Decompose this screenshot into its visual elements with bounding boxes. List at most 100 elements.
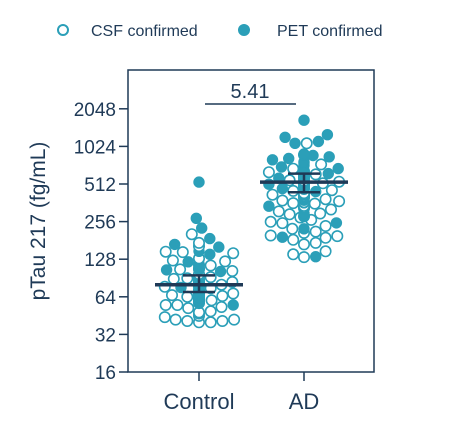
- legend-label-csf: CSF confirmed: [91, 23, 198, 40]
- csf-point-ad: [287, 197, 300, 210]
- csf-point-ad: [309, 225, 322, 238]
- csf-point-control: [176, 246, 189, 259]
- pet-point-ad: [298, 223, 310, 235]
- y-tick-label-2048: 2048: [74, 100, 116, 121]
- pet-point-ad: [276, 231, 289, 243]
- pet-point-control: [227, 299, 239, 311]
- csf-point-ad: [272, 205, 285, 218]
- data-points: [158, 114, 346, 329]
- y-tick-label-64: 64: [95, 288, 117, 309]
- csf-point-control: [159, 245, 172, 258]
- csf-point-ad: [331, 230, 344, 243]
- csf-point-ad: [283, 174, 296, 187]
- csf-point-control: [204, 259, 217, 272]
- csf-point-control: [166, 289, 179, 302]
- pet-point-control: [214, 265, 227, 278]
- csf-point-control: [219, 255, 232, 268]
- csf-point-ad: [266, 188, 279, 201]
- csf-point-control: [167, 272, 180, 285]
- legend-marker-csf: [57, 24, 69, 36]
- csf-point-ad: [287, 248, 300, 261]
- csf-point-ad: [276, 217, 289, 230]
- pet-point-ad: [298, 148, 310, 160]
- csf-point-control: [158, 311, 171, 324]
- pet-point-ad: [266, 154, 279, 166]
- comparison-annotation: 5.41: [205, 81, 296, 105]
- y-tick-label-128: 128: [84, 250, 116, 271]
- csf-point-control: [215, 300, 228, 313]
- csf-point-ad: [319, 245, 332, 258]
- csf-point-control: [227, 287, 240, 300]
- y-tick-label-1024: 1024: [74, 137, 117, 158]
- csf-point-control: [159, 298, 172, 311]
- x-axis: Control AD: [164, 372, 320, 414]
- pet-point-ad: [298, 114, 310, 126]
- y-tick-label-512: 512: [84, 175, 116, 196]
- csf-point-control: [204, 271, 217, 284]
- csf-point-control: [169, 313, 182, 326]
- csf-point-ad: [319, 231, 332, 244]
- csf-point-control: [227, 247, 240, 260]
- csf-point-control: [182, 302, 195, 315]
- legend-marker-pet: [238, 24, 250, 36]
- legend-label-pet: PET confirmed: [277, 23, 383, 40]
- pet-point-ad: [275, 161, 288, 173]
- csf-point-ad: [264, 229, 277, 242]
- csf-point-ad: [309, 236, 322, 249]
- pet-point-ad: [279, 131, 291, 144]
- pet-point-ad: [323, 151, 335, 163]
- pet-point-ad: [312, 135, 325, 148]
- pet-point-ad: [321, 129, 334, 141]
- y-tick-label-32: 32: [95, 325, 116, 346]
- csf-point-control: [171, 298, 184, 311]
- y-tick-label-256: 256: [84, 213, 116, 234]
- pet-point-control: [190, 212, 203, 225]
- csf-point-ad: [287, 162, 300, 175]
- fold-change-label: 5.41: [231, 81, 270, 103]
- x-tick-label-ad: AD: [289, 389, 320, 414]
- pet-point-control: [169, 238, 181, 251]
- csf-point-ad: [319, 220, 332, 233]
- pet-point-ad: [310, 251, 322, 263]
- pet-point-ad: [283, 152, 295, 165]
- csf-point-ad: [315, 158, 328, 171]
- csf-point-control: [228, 313, 241, 326]
- pet-point-control: [204, 248, 216, 261]
- csf-point-control: [185, 228, 198, 241]
- csf-point-control: [216, 314, 229, 327]
- csf-point-ad: [287, 233, 300, 246]
- csf-point-ad: [319, 193, 332, 206]
- csf-point-ad: [333, 195, 346, 208]
- csf-point-ad: [283, 208, 296, 221]
- csf-point-control: [166, 254, 179, 267]
- pet-point-control: [160, 264, 173, 276]
- csf-point-ad: [324, 203, 337, 216]
- csf-point-ad: [308, 197, 321, 210]
- pet-point-ad: [322, 167, 334, 180]
- csf-point-control: [205, 294, 218, 307]
- csf-point-ad: [297, 238, 310, 251]
- y-axis: 16 32 64 128 256 512 1024 2048: [74, 100, 128, 384]
- csf-point-ad: [300, 137, 313, 150]
- csf-point-ad: [264, 215, 277, 228]
- csf-point-control: [204, 305, 217, 318]
- legend: CSF confirmed PET confirmed: [57, 23, 383, 40]
- y-axis-title: pTau 217 (fg/mL): [27, 142, 50, 301]
- x-tick-label-control: Control: [164, 389, 235, 414]
- pet-point-ad: [332, 162, 344, 175]
- csf-point-control: [216, 289, 229, 302]
- csf-point-ad: [314, 207, 327, 220]
- pet-point-ad: [289, 137, 301, 150]
- pet-point-control: [193, 176, 205, 188]
- csf-point-control: [174, 263, 187, 276]
- csf-point-ad: [287, 184, 300, 197]
- csf-point-ad: [276, 194, 289, 207]
- summary-bars: [155, 172, 348, 294]
- pet-point-ad: [263, 200, 275, 212]
- csf-point-control: [226, 264, 239, 277]
- pet-point-control: [182, 256, 194, 268]
- pet-point-ad: [330, 217, 343, 229]
- csf-point-control: [193, 236, 206, 249]
- y-tick-label-16: 16: [95, 363, 116, 384]
